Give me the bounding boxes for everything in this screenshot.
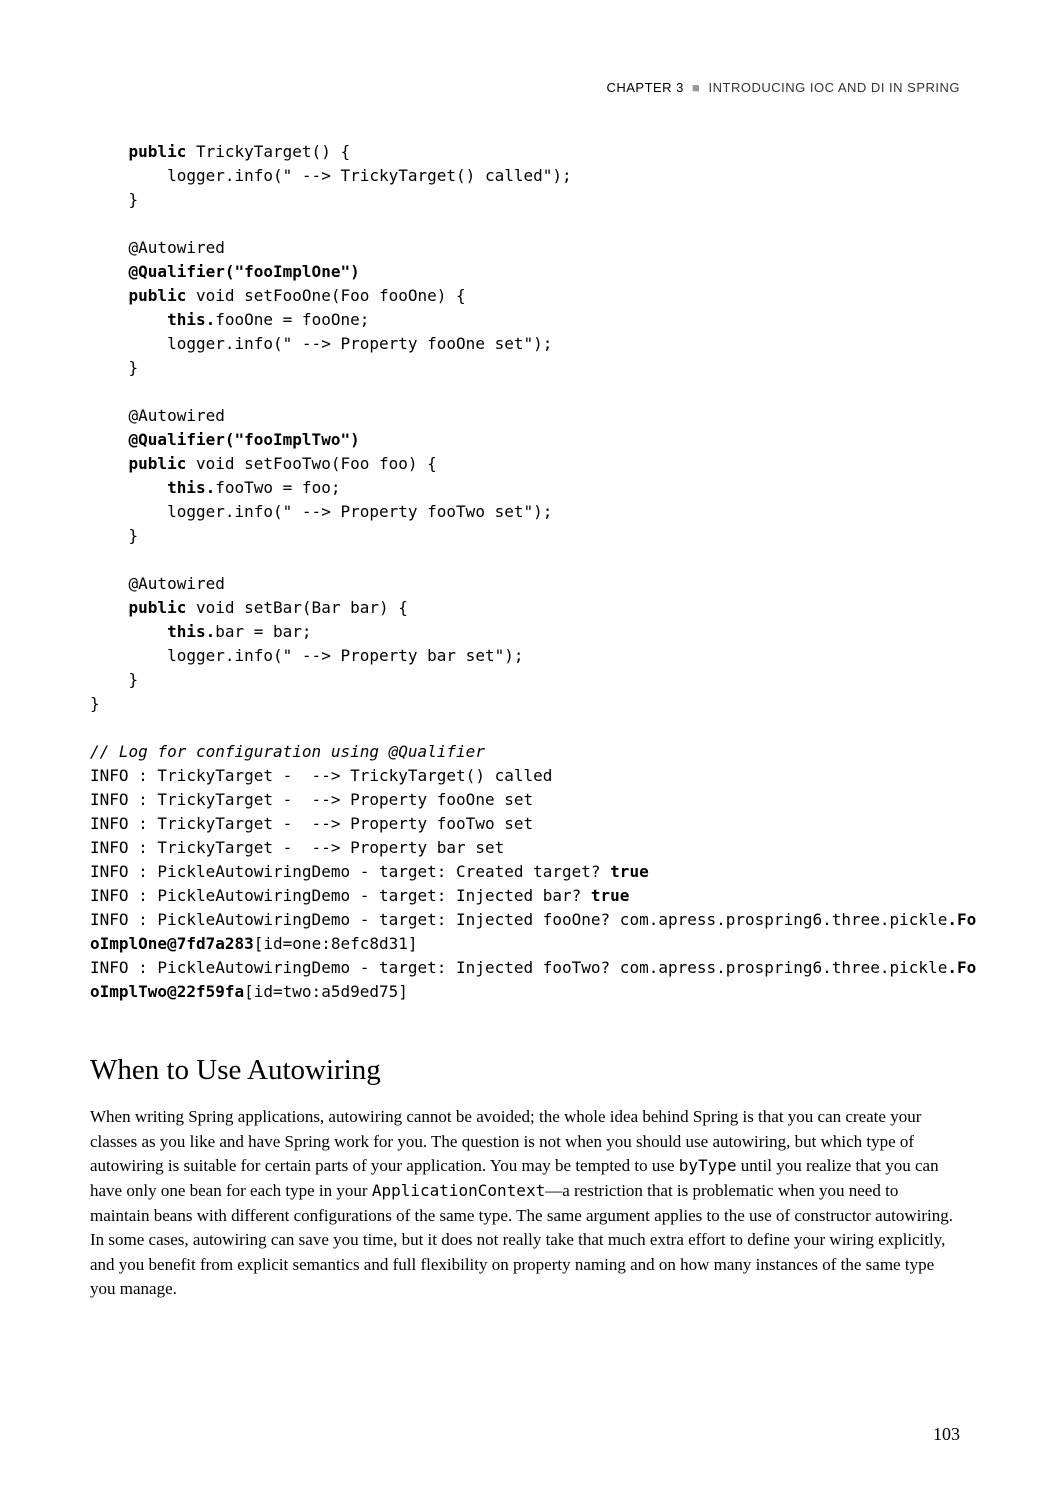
chapter-label: CHAPTER 3	[606, 80, 683, 95]
body-paragraph: When writing Spring applications, autowi…	[90, 1105, 960, 1302]
header-separator: ■	[692, 80, 700, 95]
inline-code: ApplicationContext	[372, 1181, 545, 1200]
page-number: 103	[933, 1424, 960, 1445]
section-title: When to Use Autowiring	[90, 1054, 960, 1087]
inline-code: byType	[679, 1156, 737, 1175]
code-block: public TrickyTarget() { logger.info(" --…	[90, 140, 960, 1004]
page-header: CHAPTER 3 ■ INTRODUCING IOC AND DI IN SP…	[90, 80, 960, 95]
header-title: INTRODUCING IOC AND DI IN SPRING	[709, 80, 960, 95]
